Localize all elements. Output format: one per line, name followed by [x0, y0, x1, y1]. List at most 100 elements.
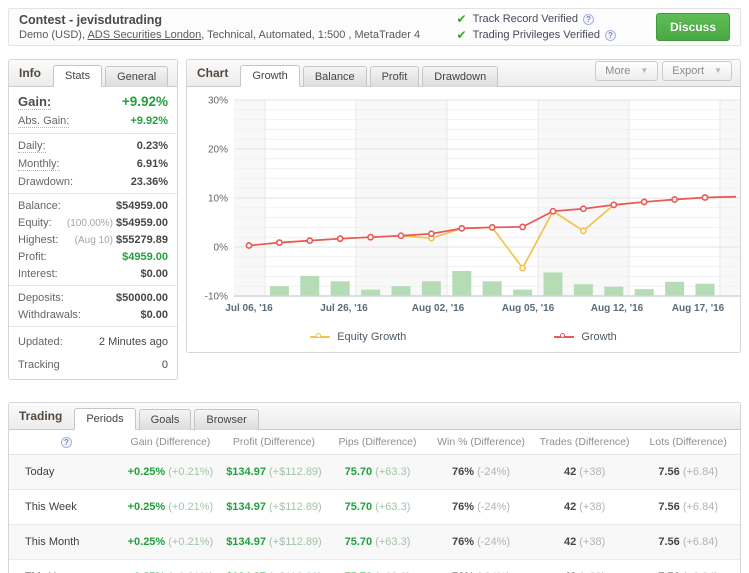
trading-panel: Trading Periods Goals Browser ? Gain (Diffe… [8, 402, 741, 573]
stat-value-main: 0 [161, 358, 168, 371]
tab-general[interactable]: General [105, 66, 169, 87]
legend-equity-growth[interactable]: Equity Growth [310, 331, 406, 343]
verified-badge: ✔ Trading Privileges Verified? [457, 28, 616, 42]
data-point-marker [549, 207, 557, 215]
volume-bar [695, 283, 715, 296]
stat-value: (100.00%) $54959.00 [67, 217, 168, 229]
cell-main-value: 7.56 [658, 501, 683, 513]
tab-browser[interactable]: Browser [194, 409, 259, 430]
data-point-marker [276, 239, 283, 246]
data-point-marker [579, 205, 587, 213]
broker-link[interactable]: ADS Securities London [87, 28, 202, 41]
cell-diff-value: (-24%) [477, 571, 510, 573]
value-cell: 7.56 (+6.84) [636, 559, 740, 573]
stat-value: 6.91% [137, 158, 168, 170]
tab-growth[interactable]: Growth [240, 65, 300, 87]
question-icon[interactable]: ? [582, 13, 594, 25]
y-axis-label: -10% [205, 292, 228, 303]
cell-diff-value: (+0.21%) [168, 536, 214, 548]
stat-value-main: $54959.00 [116, 216, 168, 229]
period-cell: Today [9, 454, 119, 490]
subtitle-suffix: , Technical, Automated, 1:500 , MetaTrad… [201, 28, 421, 41]
cell-main-value: 75.70 [345, 571, 376, 573]
check-icon: ✔ [456, 28, 467, 42]
stat-value-main: $0.00 [140, 308, 168, 321]
cell-main-value: 7.56 [658, 536, 683, 548]
tab-periods[interactable]: Periods [74, 408, 136, 430]
data-point-marker [640, 198, 648, 206]
stat-value: (Aug 10) $55279.89 [75, 234, 168, 246]
cell-diff-value: (+$112.89) [269, 536, 322, 548]
stat-value-prefix: (Aug 10) [74, 234, 113, 246]
cell-main-value: 42 [564, 571, 579, 573]
stat-row: Tracking 0 [9, 353, 177, 376]
cell-main-value: 75.70 [344, 466, 376, 478]
tab-profit[interactable]: Profit [369, 66, 420, 87]
data-point-marker [397, 232, 405, 240]
volume-bar [269, 286, 289, 296]
chart-label: Chart [197, 66, 229, 80]
tab-goals[interactable]: Goals [138, 409, 192, 430]
volume-bar [573, 284, 593, 296]
tab-drawdown[interactable]: Drawdown [422, 66, 499, 87]
help-column-header: ? [9, 430, 119, 455]
stat-label: Highest: [18, 233, 59, 246]
stat-value: 0 [162, 359, 168, 371]
volume-bar [421, 281, 441, 296]
stat-label: Equity: [18, 216, 52, 229]
stat-value: +9.92% [122, 94, 168, 109]
cell-main-value: 42 [563, 466, 580, 478]
value-cell: 42 (+38) [532, 454, 637, 490]
x-axis-label: Aug 12, '16 [591, 303, 644, 314]
value-cell: 75.70 (+63.3) [325, 454, 430, 490]
stat-value: $0.00 [140, 309, 168, 321]
main-row: Info Stats General Gain: +9.92% Abs. Gain: +… [8, 59, 741, 380]
account-header: Contest - jevisdutrading Demo (USD), ADS… [8, 8, 741, 46]
account-subtitle: Demo (USD), ADS Securities London, Techn… [19, 28, 457, 42]
cell-main-value: 76% [452, 536, 478, 548]
chevron-down-icon: ▼ [714, 66, 722, 75]
stat-value-main: +9.92% [121, 94, 168, 109]
stat-label: Drawdown: [18, 175, 74, 188]
data-point-marker [610, 201, 618, 209]
value-cell: 7.56 (+6.84) [636, 454, 740, 490]
question-icon[interactable]: ? [604, 29, 616, 41]
y-axis-label: 30% [208, 96, 228, 107]
chart-legend: Equity Growth Growth [187, 326, 740, 352]
more-button[interactable]: More ▼ [595, 61, 659, 81]
tab-balance[interactable]: Balance [302, 66, 367, 87]
stat-value: $50000.00 [116, 292, 168, 304]
stat-row: Drawdown: 23.36% [9, 173, 177, 190]
chart-body: 30% 20% 10% 0% -10% Jul 06, '16 Jul 26, '16 Aug… [187, 87, 740, 352]
cell-diff-value: (+38) [579, 571, 605, 573]
cell-diff-value: (+63.3) [375, 536, 411, 548]
export-button[interactable]: Export ▼ [662, 61, 732, 81]
stat-row: Daily: 0.23% [9, 137, 177, 155]
table-row: This Month +0.25% (+0.21%) $134.97 (+$112.… [9, 524, 740, 560]
x-axis-label: Aug 05, '16 [502, 303, 555, 314]
cell-diff-value: (+$112.89) [269, 571, 322, 573]
help-icon[interactable]: ? [60, 437, 72, 448]
data-point-marker [245, 242, 253, 249]
cell-diff-value: (+6.84) [683, 571, 718, 573]
legend-growth[interactable]: Growth [554, 331, 617, 343]
volume-bar [665, 281, 685, 296]
value-cell: 42 (+38) [532, 559, 637, 573]
x-axis-label: Aug 02, '16 [412, 303, 465, 314]
stat-label: Daily: [18, 139, 46, 153]
cell-diff-value: (+6.84) [682, 466, 718, 478]
tab-stats[interactable]: Stats [53, 65, 103, 87]
value-cell: +0.25% (+0.21%) [118, 454, 223, 490]
stat-value-main: 6.91% [136, 157, 168, 170]
data-point-marker [488, 223, 496, 231]
stat-label: Updated: [18, 335, 63, 348]
column-header: Profit (Difference) [222, 430, 326, 455]
discuss-button[interactable]: Discuss [655, 13, 730, 41]
value-cell: 76% (-24%) [429, 524, 533, 560]
cell-diff-value: (+63.3) [375, 501, 411, 513]
data-point-marker [519, 223, 526, 231]
table-row: This Year+0.25% (+0.21%)$134.97 (+$112.8… [9, 559, 740, 573]
stat-group: Balance: $54959.00 Equity: (100.00%) $54959.… [9, 194, 177, 286]
stat-value-main: $4959.00 [122, 250, 168, 263]
